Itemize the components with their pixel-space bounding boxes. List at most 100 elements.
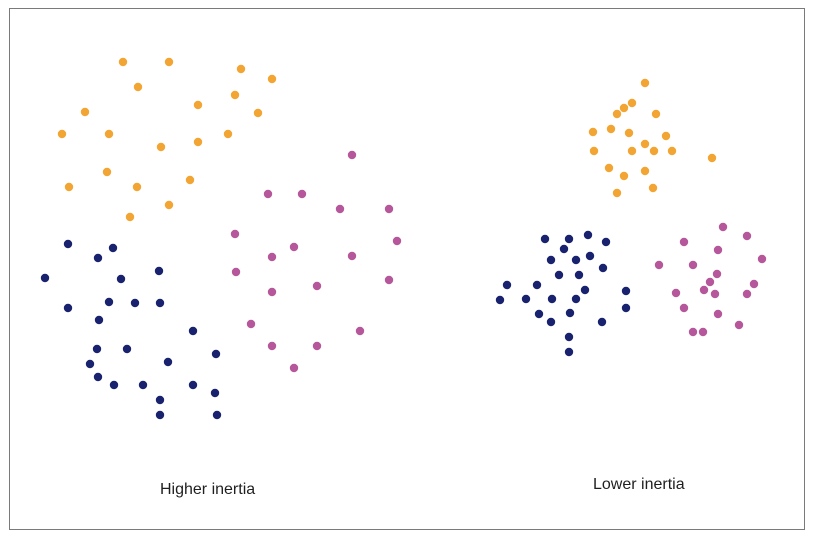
right-orange-point [604,163,614,173]
left-navy-point [108,243,118,253]
left-orange-point [57,129,67,139]
left-navy-point [94,315,104,325]
left-orange-point [164,57,174,67]
left-magenta-point [335,204,345,214]
right-magenta-point [654,260,664,270]
left-navy-point [92,344,102,354]
right-orange-point [627,98,637,108]
right-navy-point [534,309,544,319]
figure-frame [9,8,805,530]
right-orange-point [707,153,717,163]
left-orange-point [64,182,74,192]
right-orange-point [612,109,622,119]
left-navy-point [154,266,164,276]
left-magenta-point [263,189,273,199]
right-magenta-point [679,303,689,313]
right-magenta-point [718,222,728,232]
left-navy-point [155,395,165,405]
right-orange-point [612,188,622,198]
right-magenta-point [713,245,723,255]
left-magenta-point [347,251,357,261]
right-navy-point [571,294,581,304]
left-magenta-point [297,189,307,199]
right-orange-point [619,103,629,113]
left-orange-point [164,200,174,210]
right-navy-point [621,303,631,313]
right-navy-point [564,234,574,244]
right-orange-point [589,146,599,156]
right-magenta-point [671,288,681,298]
left-magenta-point [355,326,365,336]
left-navy-point [63,303,73,313]
left-magenta-point [312,281,322,291]
right-navy-point [597,317,607,327]
right-orange-point [640,78,650,88]
left-orange-point [118,57,128,67]
right-navy-point [495,295,505,305]
left-magenta-point [267,341,277,351]
left-navy-point [93,372,103,382]
right-magenta-point [679,237,689,247]
right-orange-point [649,146,659,156]
left-navy-point [212,410,222,420]
left-orange-point [185,175,195,185]
right-navy-point [532,280,542,290]
left-orange-point [133,82,143,92]
right-magenta-point [757,254,767,264]
right-navy-point [502,280,512,290]
left-navy-point [122,344,132,354]
left-orange-point [156,142,166,152]
right-navy-point [583,230,593,240]
left-orange-point [267,74,277,84]
left-navy-point [163,357,173,367]
left-orange-point [253,108,263,118]
right-orange-point [667,146,677,156]
right-magenta-point [742,289,752,299]
right-orange-point [651,109,661,119]
left-magenta-point [267,287,277,297]
right-navy-point [565,308,575,318]
right-navy-point [564,332,574,342]
right-navy-point [546,317,556,327]
left-navy-point [116,274,126,284]
left-navy-point [210,388,220,398]
left-orange-point [230,90,240,100]
right-magenta-point [688,260,698,270]
left-navy-point [155,410,165,420]
left-navy-point [85,359,95,369]
lower-inertia-caption: Lower inertia [593,476,685,493]
left-magenta-point [347,150,357,160]
right-magenta-point [742,231,752,241]
left-navy-point [93,253,103,263]
right-navy-point [580,285,590,295]
right-navy-point [521,294,531,304]
left-orange-point [236,64,246,74]
right-magenta-point [705,277,715,287]
right-magenta-point [712,269,722,279]
right-navy-point [540,234,550,244]
left-navy-point [188,326,198,336]
right-navy-point [621,286,631,296]
right-orange-point [627,146,637,156]
higher-inertia-scatter [40,57,402,420]
right-navy-point [559,244,569,254]
right-navy-point [546,255,556,265]
left-magenta-point [230,229,240,239]
left-orange-point [80,107,90,117]
left-navy-point [40,273,50,283]
left-navy-point [104,297,114,307]
left-magenta-point [246,319,256,329]
right-orange-point [640,166,650,176]
right-magenta-point [699,285,709,295]
right-navy-point [601,237,611,247]
right-orange-point [661,131,671,141]
right-orange-point [648,183,658,193]
right-orange-point [624,128,634,138]
left-orange-point [193,100,203,110]
right-magenta-point [710,289,720,299]
lower-inertia-scatter [495,78,767,357]
left-orange-point [102,167,112,177]
left-magenta-point [289,242,299,252]
left-orange-point [193,137,203,147]
right-navy-point [585,251,595,261]
